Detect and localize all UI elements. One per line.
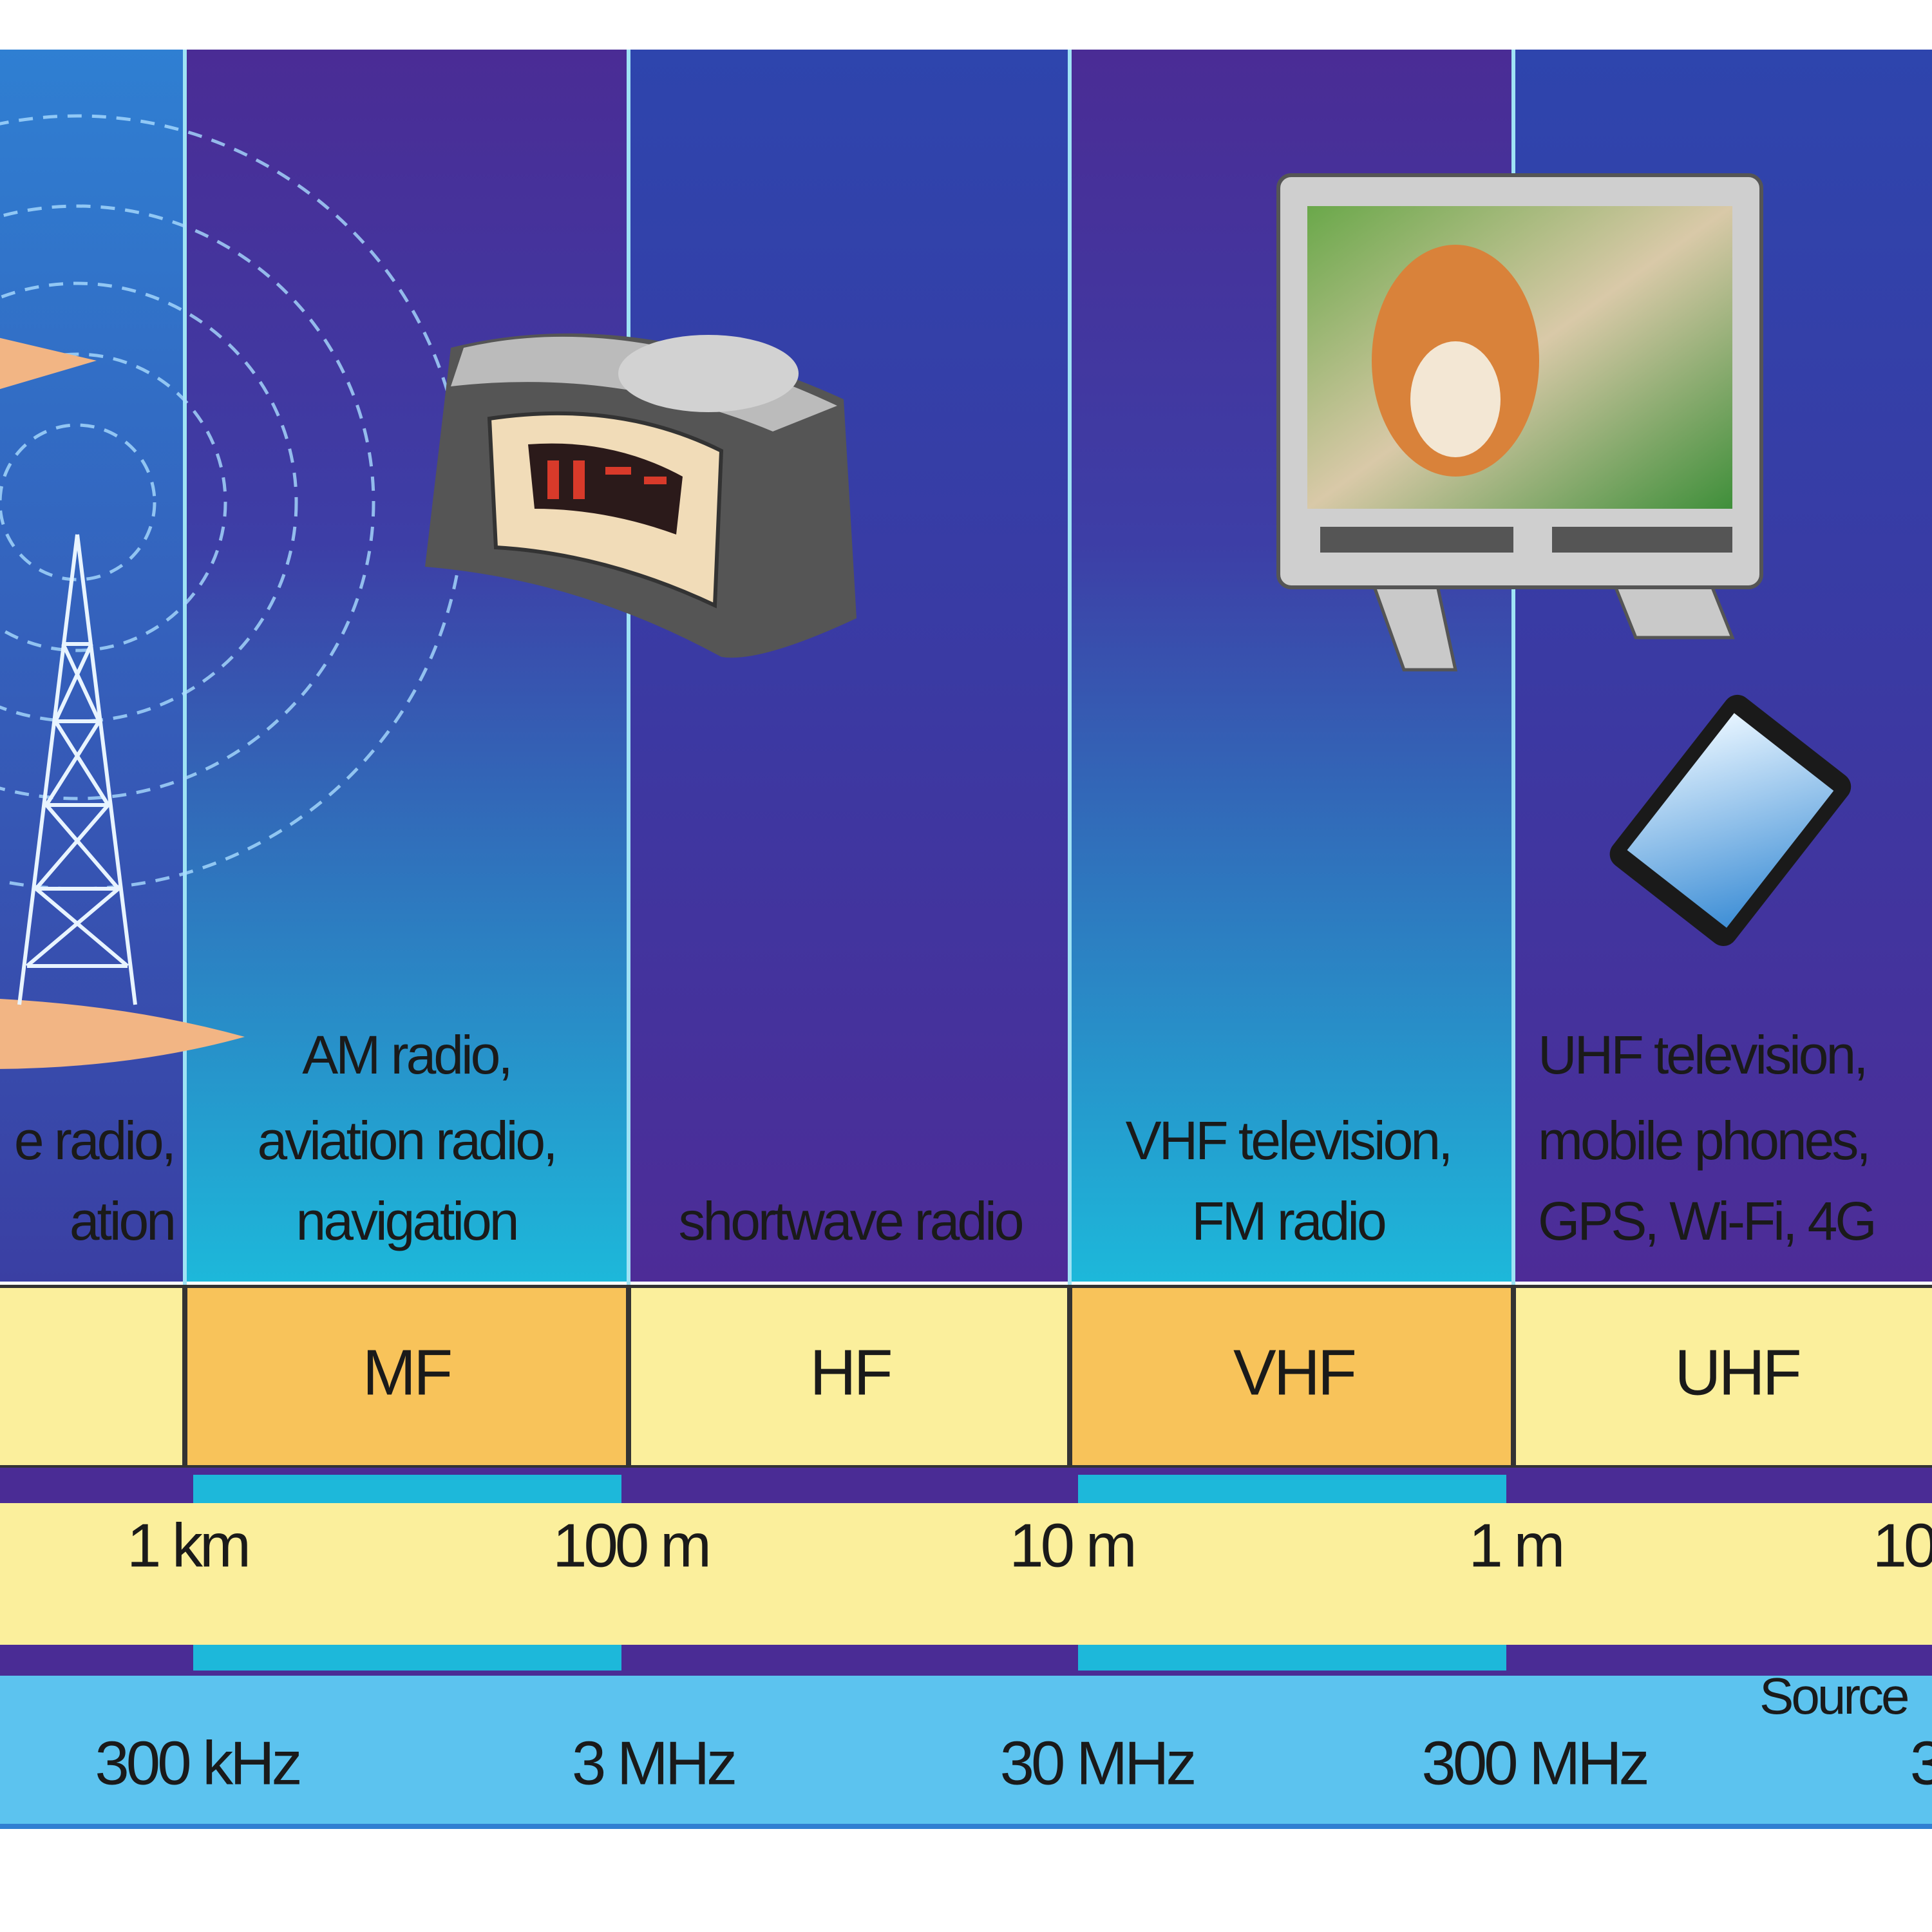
band-label: UHF <box>1674 1336 1799 1408</box>
use-label: ation <box>70 1191 174 1251</box>
use-label: navigation <box>296 1191 517 1251</box>
frequency-label: 3 <box>1910 1728 1932 1797</box>
band-row <box>0 1285 1932 1468</box>
use-label: mobile phones, <box>1538 1110 1869 1171</box>
band-label: HF <box>810 1336 891 1408</box>
labels: e radio, ation AM radio, aviation radio, nav… <box>14 1025 1932 1797</box>
use-label: shortwave radio <box>679 1191 1023 1251</box>
clock-radio-illustration <box>425 333 857 658</box>
use-label: UHF television, <box>1538 1025 1866 1085</box>
use-label: AM radio, <box>302 1025 510 1085</box>
phone-illustration <box>1609 694 1852 946</box>
frequency-label: 300 kHz <box>95 1728 299 1797</box>
wavelength-label: 1 km <box>127 1511 248 1580</box>
use-label: FM radio <box>1191 1191 1385 1251</box>
tv-illustration <box>1276 173 1763 672</box>
band-label: VHF <box>1233 1336 1355 1408</box>
frequency-label: 30 MHz <box>1000 1728 1195 1797</box>
frequency-label: 300 MHz <box>1421 1728 1647 1797</box>
wavelength-label: 10 m <box>1009 1511 1133 1580</box>
use-label: aviation radio, <box>258 1110 556 1171</box>
band-label: MF <box>363 1336 451 1408</box>
use-label: VHF television, <box>1126 1110 1451 1171</box>
tower-illustration <box>0 114 466 1069</box>
strips <box>0 1468 1932 1829</box>
wavelength-label: 100 m <box>553 1511 708 1580</box>
frequency-label: 3 MHz <box>572 1728 735 1797</box>
source-label: Source <box>1759 1667 1908 1725</box>
wavelength-label: 10 <box>1873 1511 1932 1580</box>
wavelength-label: 1 m <box>1468 1511 1562 1580</box>
use-label: e radio, <box>14 1110 174 1171</box>
use-label: GPS, Wi-Fi, 4G <box>1538 1191 1875 1251</box>
